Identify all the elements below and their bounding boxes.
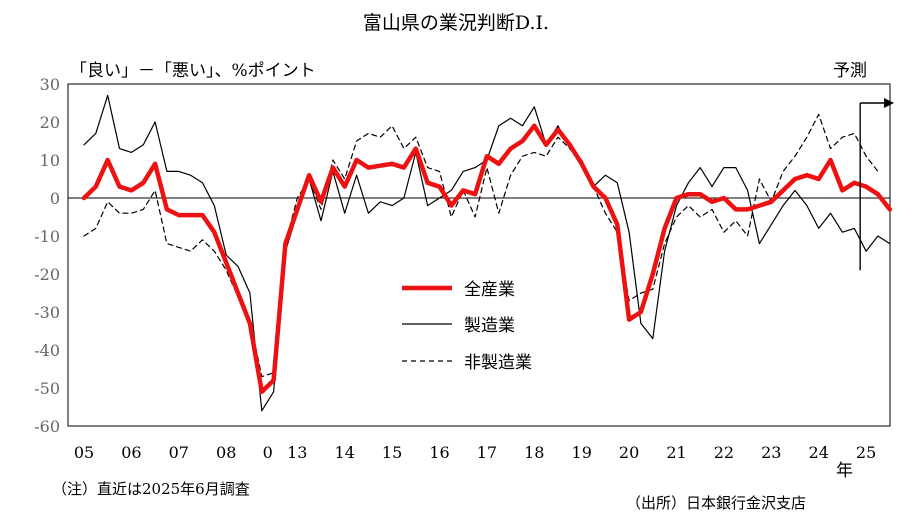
y-tick-label: -50 bbox=[34, 379, 60, 398]
x-tick-label: 25 bbox=[856, 443, 876, 462]
x-tick-label: 24 bbox=[809, 443, 829, 462]
legend-manufacturing-label: 製造業 bbox=[464, 316, 515, 336]
note-text: （注）直近は2025年6月調査 bbox=[52, 480, 250, 498]
y-tick-label: 30 bbox=[40, 75, 60, 94]
x-tick-label: 17 bbox=[477, 443, 497, 462]
x-tick-label: 0 bbox=[263, 443, 273, 462]
y-axis-unit-label: 「良い」－「悪い」、%ポイント bbox=[70, 61, 316, 81]
legend-non-manufacturing-label: 非製造業 bbox=[464, 353, 532, 373]
x-tick-label: 07 bbox=[169, 443, 189, 462]
x-tick-label: 13 bbox=[287, 443, 307, 462]
legend-all-industries-label: 全産業 bbox=[464, 280, 515, 300]
x-tick-label: 18 bbox=[524, 443, 544, 462]
y-tick-label: -10 bbox=[34, 227, 60, 246]
y-tick-label: 10 bbox=[40, 151, 60, 170]
plot-frame bbox=[67, 83, 891, 427]
x-tick-label: 16 bbox=[429, 443, 449, 462]
series-line-non-manufacturing bbox=[83, 113, 879, 378]
chart-title: 富山県の業況判断D.I. bbox=[362, 12, 550, 34]
x-tick-label: 14 bbox=[335, 443, 355, 462]
y-tick-label: -30 bbox=[34, 303, 60, 322]
x-tick-label: 22 bbox=[714, 443, 734, 462]
y-tick-label: 20 bbox=[40, 113, 60, 132]
x-tick-label: 15 bbox=[382, 443, 402, 462]
x-tick-label: 05 bbox=[74, 443, 94, 462]
y-tick-label: -40 bbox=[34, 341, 60, 360]
x-tick-label: 19 bbox=[572, 443, 592, 462]
forecast-label: 予測 bbox=[833, 61, 867, 81]
source-text: （出所）日本銀行金沢支店 bbox=[626, 494, 807, 512]
y-tick-label: -60 bbox=[34, 417, 60, 436]
x-tick-label: 08 bbox=[216, 443, 236, 462]
x-tick-label: 06 bbox=[121, 443, 141, 462]
x-tick-label: 21 bbox=[666, 443, 686, 462]
x-tick-label: 20 bbox=[619, 443, 639, 462]
year-unit-label: 年 bbox=[836, 461, 853, 481]
y-tick-label: -20 bbox=[34, 265, 60, 284]
y-tick-label: 0 bbox=[50, 189, 60, 208]
series-line-all-industries bbox=[81, 123, 893, 395]
x-tick-label: 23 bbox=[761, 443, 781, 462]
